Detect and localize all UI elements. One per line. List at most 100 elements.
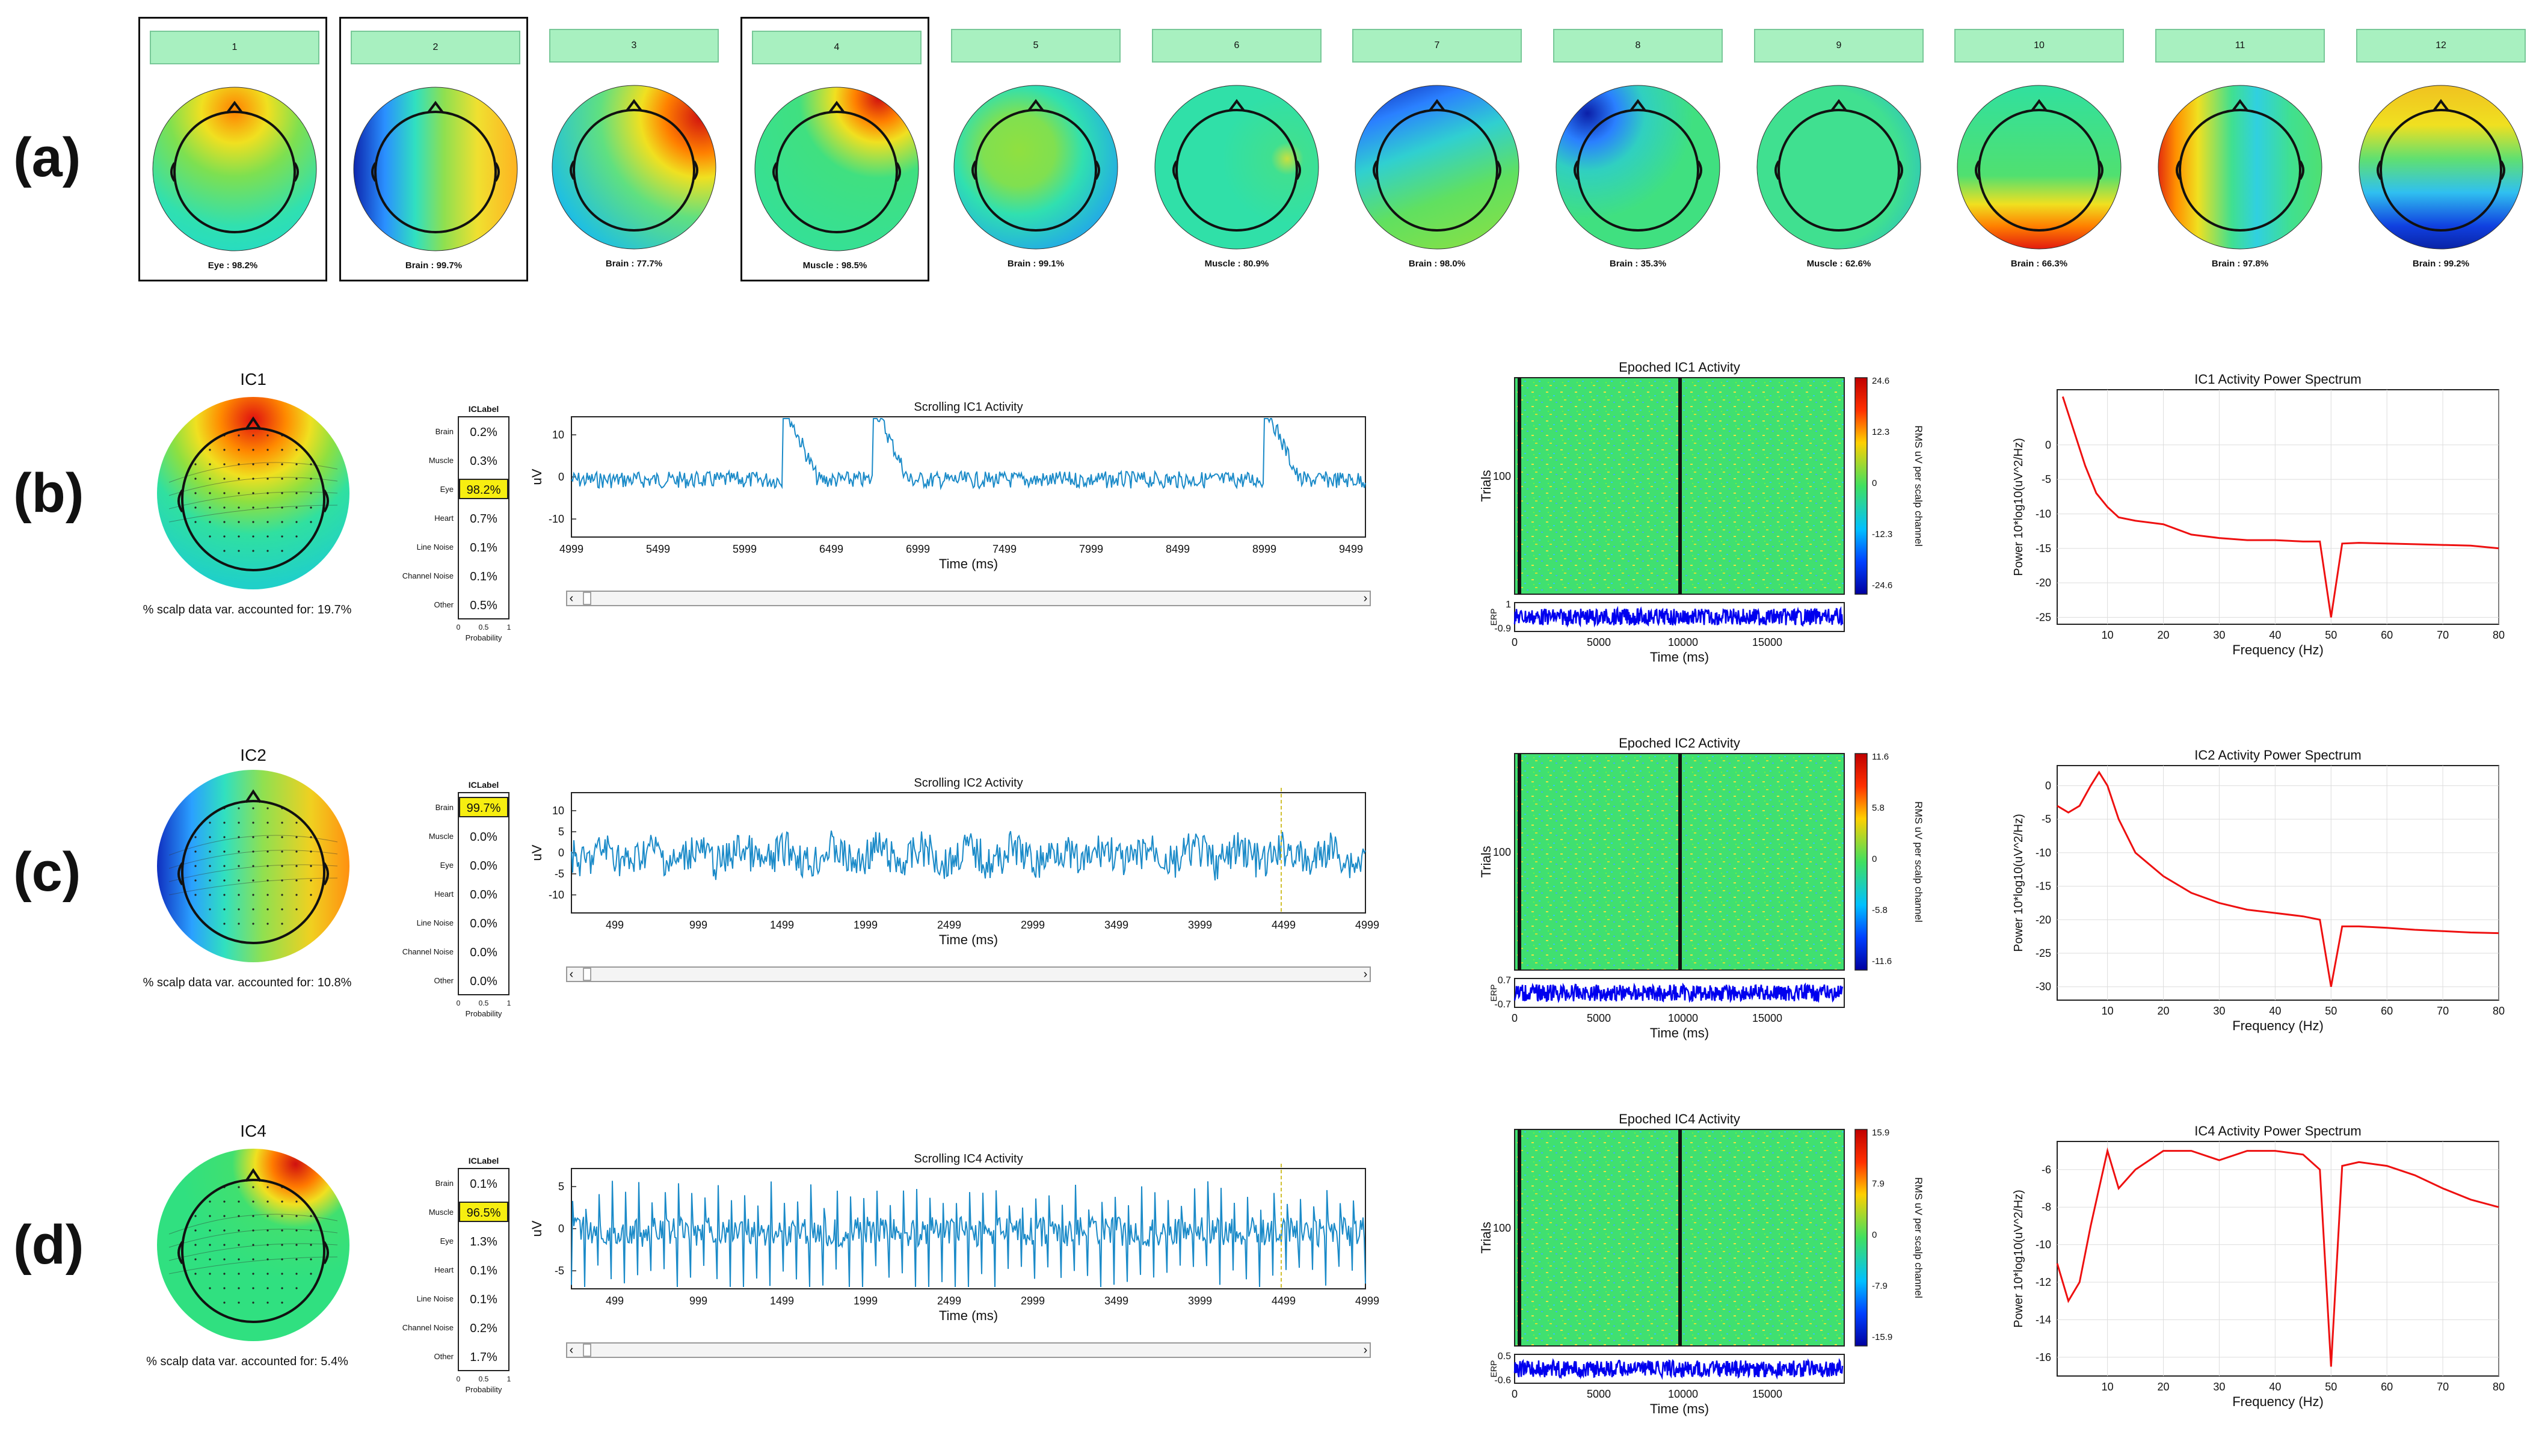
component-card-7[interactable]: 7 Brain : 98.0% bbox=[1343, 17, 1531, 281]
iclabel-category: Eye bbox=[440, 861, 454, 870]
component-card-10[interactable]: 10 Brain : 66.3% bbox=[1945, 17, 2134, 281]
scrollbar-track[interactable] bbox=[566, 1342, 1371, 1358]
component-card-1[interactable]: 1 Eye : 98.2% bbox=[138, 17, 327, 281]
scrollbar-thumb[interactable] bbox=[583, 1344, 591, 1357]
psd-ytick: -25 bbox=[2036, 947, 2051, 959]
colorbar-tick: -12.3 bbox=[1872, 529, 1892, 539]
component-number-tab[interactable]: 6 bbox=[1152, 29, 1322, 63]
colorbar-tick: -11.6 bbox=[1872, 956, 1892, 966]
psd-xtick: 60 bbox=[2381, 629, 2393, 641]
scroll-ytick: 0 bbox=[558, 847, 564, 859]
variance-text: % scalp data var. accounted for: 19.7% bbox=[143, 603, 352, 616]
component-number-tab[interactable]: 8 bbox=[1553, 29, 1723, 63]
component-number-tab[interactable]: 3 bbox=[549, 29, 719, 63]
prob-tick: 0.5 bbox=[479, 1375, 489, 1383]
component-card-2[interactable]: 2 Brain : 99.7% bbox=[339, 17, 528, 281]
colorbar-tick: 15.9 bbox=[1872, 1128, 1889, 1138]
psd-ylabel: Power 10*log10(uV^2/Hz) bbox=[2012, 1190, 2025, 1328]
component-number-tab[interactable]: 7 bbox=[1352, 29, 1522, 63]
iclabel-value: 0.7% bbox=[470, 512, 497, 526]
colorbar-tick: -24.6 bbox=[1872, 580, 1892, 591]
epoch-xtick: 0 bbox=[1512, 1388, 1518, 1400]
psd-xtick: 80 bbox=[2493, 629, 2505, 641]
scroll-xtick: 7499 bbox=[992, 543, 1017, 555]
scroll-left-icon: ‹ bbox=[570, 968, 574, 981]
panel-label-c: (c) bbox=[13, 841, 81, 903]
prob-tick: 1 bbox=[507, 999, 511, 1007]
scrollbar-track[interactable] bbox=[566, 966, 1371, 982]
component-card-11[interactable]: 11 Brain : 97.8% bbox=[2146, 17, 2334, 281]
component-scalp-map bbox=[2357, 83, 2525, 251]
psd-ytick: -10 bbox=[2036, 1239, 2051, 1251]
ic-title: IC2 bbox=[240, 746, 266, 764]
iclabel-category: Line Noise bbox=[417, 1294, 454, 1303]
psd-ytick: -6 bbox=[2042, 1164, 2051, 1176]
psd-xlabel: Frequency (Hz) bbox=[2232, 1018, 2324, 1033]
prob-tick: 1 bbox=[507, 1375, 511, 1383]
psd-ylabel: Power 10*log10(uV^2/Hz) bbox=[2012, 814, 2025, 952]
epoch-xlabel: Time (ms) bbox=[1650, 650, 1709, 665]
scroll-ytick: 5 bbox=[558, 826, 564, 838]
scroll-ytick: 10 bbox=[552, 805, 564, 817]
component-number-tab[interactable]: 4 bbox=[752, 31, 922, 64]
scrollbar-track[interactable] bbox=[566, 591, 1371, 606]
erp-tick: 0.5 bbox=[1498, 1351, 1511, 1362]
scroll-ytick: 5 bbox=[558, 1181, 564, 1193]
component-scalp-map bbox=[2156, 83, 2324, 251]
scrollbar-thumb[interactable] bbox=[583, 968, 591, 981]
epoch-xlabel: Time (ms) bbox=[1650, 1025, 1709, 1040]
scroll-xlabel: Time (ms) bbox=[939, 932, 998, 947]
component-classification-label: Eye : 98.2% bbox=[208, 260, 258, 271]
component-card-9[interactable]: 9 Muscle : 62.6% bbox=[1744, 17, 1933, 281]
component-card-5[interactable]: 5 Brain : 99.1% bbox=[941, 17, 1130, 281]
colorbar-tick: 12.3 bbox=[1872, 427, 1889, 437]
iclabel-value: 1.3% bbox=[470, 1235, 497, 1249]
scroll-title: Scrolling IC2 Activity bbox=[914, 776, 1023, 790]
iclabel-category: Heart bbox=[434, 514, 454, 523]
prob-axis-label: Probability bbox=[466, 633, 502, 642]
scroll-xtick: 499 bbox=[606, 919, 624, 931]
epoch-xtick: 15000 bbox=[1752, 636, 1782, 648]
component-number-tab[interactable]: 11 bbox=[2155, 29, 2325, 63]
component-card-6[interactable]: 6 Muscle : 80.9% bbox=[1142, 17, 1331, 281]
epoch-xtick: 15000 bbox=[1752, 1012, 1782, 1024]
trials-label: Trials bbox=[1479, 846, 1494, 878]
component-card-4[interactable]: 4 Muscle : 98.5% bbox=[740, 17, 929, 281]
iclabel-value: 0.1% bbox=[470, 1264, 497, 1277]
scroll-title: Scrolling IC1 Activity bbox=[914, 401, 1023, 414]
epoch-xtick: 10000 bbox=[1668, 636, 1698, 648]
epoch-xtick: 5000 bbox=[1587, 636, 1611, 648]
scroll-xtick: 8999 bbox=[1252, 543, 1276, 555]
prob-tick: 0.5 bbox=[479, 999, 489, 1007]
epoch-title: Epoched IC1 Activity bbox=[1619, 360, 1740, 375]
component-scalp-map bbox=[1955, 83, 2123, 251]
component-card-12[interactable]: 12 Brain : 99.2% bbox=[2347, 17, 2535, 281]
iclabel-category: Heart bbox=[434, 1265, 454, 1274]
colorbar bbox=[1854, 1129, 1868, 1347]
psd-ytick: 0 bbox=[2045, 439, 2051, 451]
component-number-tab[interactable]: 9 bbox=[1754, 29, 1924, 63]
psd-xtick: 20 bbox=[2158, 1005, 2170, 1017]
scroll-ylabel: uV bbox=[529, 468, 544, 485]
scroll-xtick: 3999 bbox=[1188, 1295, 1212, 1307]
scrollbar-thumb[interactable] bbox=[583, 592, 591, 605]
component-number-tab[interactable]: 10 bbox=[1954, 29, 2124, 63]
scroll-xtick: 2499 bbox=[937, 919, 961, 931]
psd-ytick: -16 bbox=[2036, 1351, 2051, 1363]
component-classification-label: Muscle : 98.5% bbox=[802, 260, 867, 271]
scroll-xtick: 1999 bbox=[854, 1295, 878, 1307]
iclabel-value: 0.0% bbox=[470, 888, 497, 902]
epoch-xtick: 15000 bbox=[1752, 1388, 1782, 1400]
component-card-8[interactable]: 8 Brain : 35.3% bbox=[1543, 17, 1732, 281]
psd-ytick: -25 bbox=[2036, 612, 2051, 624]
component-number-tab[interactable]: 5 bbox=[951, 29, 1121, 63]
component-number-tab[interactable]: 1 bbox=[150, 31, 319, 64]
component-number-tab[interactable]: 12 bbox=[2356, 29, 2526, 63]
iclabel-value: 0.1% bbox=[470, 1178, 497, 1191]
component-number-tab[interactable]: 2 bbox=[351, 31, 520, 64]
component-card-3[interactable]: 3 Brain : 77.7% bbox=[540, 17, 728, 281]
colorbar-tick: 0 bbox=[1872, 1230, 1877, 1240]
prob-tick: 0 bbox=[457, 623, 461, 631]
psd-ytick: -5 bbox=[2042, 473, 2051, 485]
psd-xtick: 30 bbox=[2213, 629, 2225, 641]
